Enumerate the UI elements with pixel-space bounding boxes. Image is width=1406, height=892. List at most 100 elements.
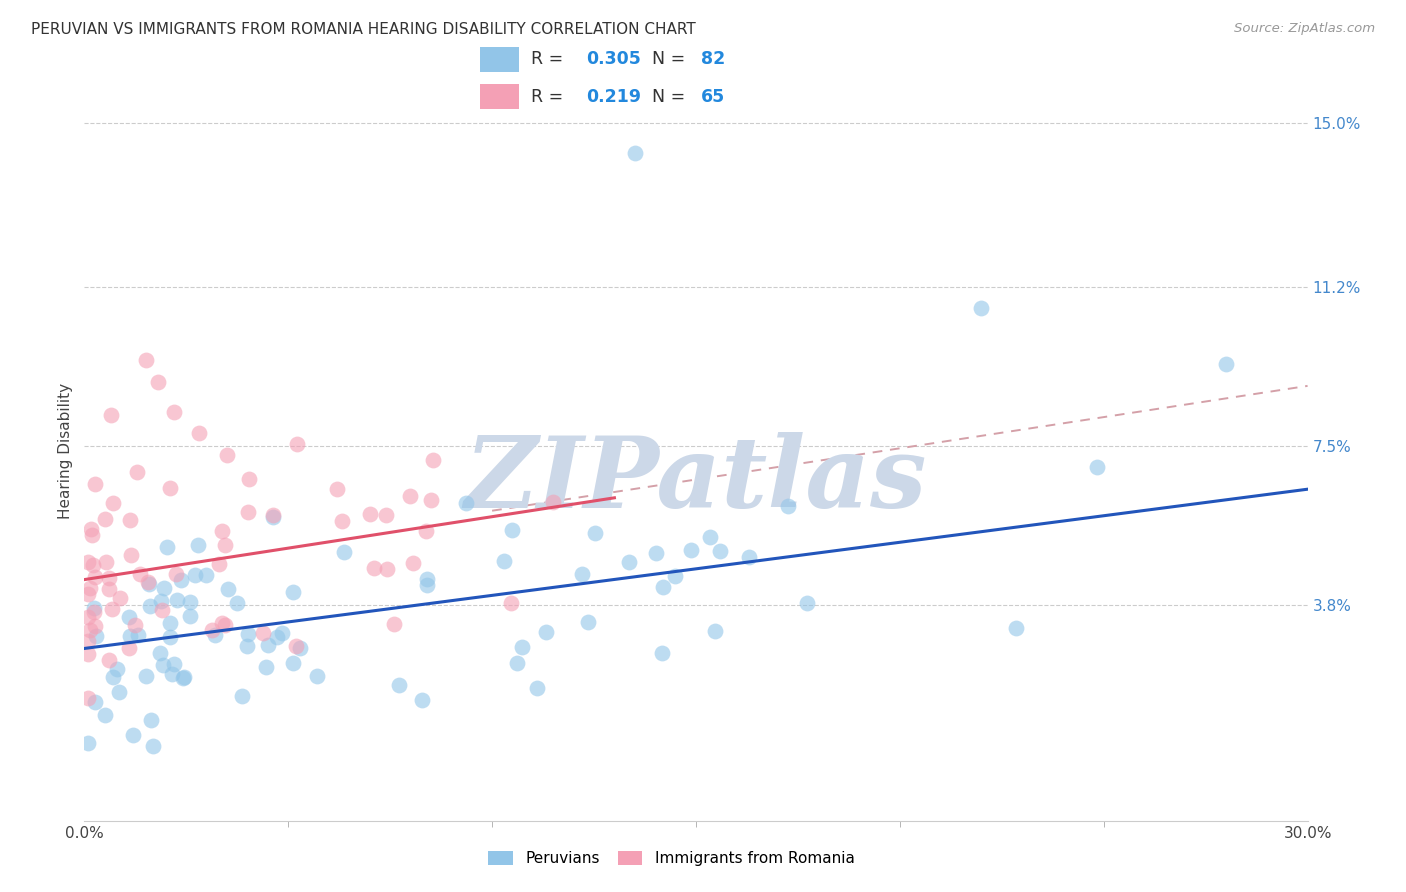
Point: [284, 639, 307, 653]
Point: [1085, 459, 1108, 474]
Point: [208, 557, 231, 571]
Point: [624, 146, 647, 161]
Point: [84, 629, 107, 643]
Point: [583, 525, 606, 540]
Point: [139, 713, 162, 727]
Text: N =: N =: [652, 87, 692, 105]
Point: [169, 573, 191, 587]
Point: [1004, 621, 1026, 635]
Point: [79, 582, 101, 596]
Point: [124, 618, 146, 632]
Point: [387, 678, 409, 692]
Point: [101, 496, 124, 510]
Point: [217, 448, 239, 462]
Text: 0.305: 0.305: [586, 51, 641, 69]
Text: R =: R =: [531, 51, 569, 69]
Point: [149, 646, 172, 660]
Point: [163, 657, 186, 671]
Text: 65: 65: [700, 87, 725, 105]
Point: [617, 555, 640, 569]
Point: [179, 609, 201, 624]
FancyBboxPatch shape: [479, 46, 519, 72]
Point: [166, 593, 188, 607]
Point: [107, 685, 129, 699]
Point: [94, 555, 117, 569]
Point: [120, 629, 142, 643]
Point: [226, 596, 249, 610]
Point: [398, 489, 420, 503]
Point: [142, 739, 165, 753]
Text: ZIPatlas: ZIPatlas: [465, 432, 927, 528]
Point: [256, 638, 278, 652]
Text: Source: ZipAtlas.com: Source: ZipAtlas.com: [1234, 22, 1375, 36]
Point: [159, 630, 181, 644]
Point: [416, 572, 439, 586]
Point: [644, 546, 666, 560]
Point: [80, 528, 103, 542]
Point: [679, 542, 702, 557]
Point: [651, 646, 673, 660]
Point: [778, 499, 800, 513]
Point: [217, 582, 239, 597]
Point: [77, 648, 100, 662]
Point: [422, 453, 444, 467]
Point: [84, 695, 107, 709]
Point: [231, 690, 253, 704]
Point: [382, 616, 405, 631]
Point: [290, 640, 312, 655]
Text: R =: R =: [531, 87, 569, 105]
Point: [510, 640, 533, 654]
Text: 0.219: 0.219: [586, 87, 641, 105]
Point: [285, 437, 308, 451]
Text: 82: 82: [700, 51, 725, 69]
Point: [82, 558, 104, 573]
Point: [419, 492, 441, 507]
Point: [187, 426, 209, 441]
Point: [138, 577, 160, 591]
Point: [97, 570, 120, 584]
Point: [214, 618, 236, 632]
Point: [108, 591, 131, 605]
Point: [402, 556, 425, 570]
Point: [101, 602, 124, 616]
Point: [492, 554, 515, 568]
Point: [262, 508, 284, 522]
Point: [159, 482, 181, 496]
Point: [330, 514, 353, 528]
Point: [118, 513, 141, 527]
Point: [571, 566, 593, 581]
Point: [970, 301, 993, 316]
Point: [159, 616, 181, 631]
Point: [254, 660, 277, 674]
Point: [105, 662, 128, 676]
Point: [172, 671, 194, 685]
Point: [83, 605, 105, 619]
Point: [77, 690, 100, 705]
Point: [135, 669, 157, 683]
Point: [204, 628, 226, 642]
Point: [709, 544, 731, 558]
Point: [704, 624, 727, 638]
Point: [415, 577, 437, 591]
Point: [699, 530, 721, 544]
Point: [796, 596, 818, 610]
Point: [149, 593, 172, 607]
Point: [499, 596, 522, 610]
Point: [179, 595, 201, 609]
Point: [146, 375, 169, 389]
Point: [77, 633, 100, 648]
Point: [201, 623, 224, 637]
Point: [165, 566, 187, 581]
Point: [160, 666, 183, 681]
Point: [526, 681, 548, 695]
Point: [305, 669, 328, 683]
Point: [152, 657, 174, 672]
Point: [77, 586, 100, 600]
Point: [271, 625, 294, 640]
Point: [173, 670, 195, 684]
Point: [252, 625, 274, 640]
Point: [121, 728, 143, 742]
Point: [84, 570, 107, 584]
Point: [214, 539, 236, 553]
Point: [194, 568, 217, 582]
